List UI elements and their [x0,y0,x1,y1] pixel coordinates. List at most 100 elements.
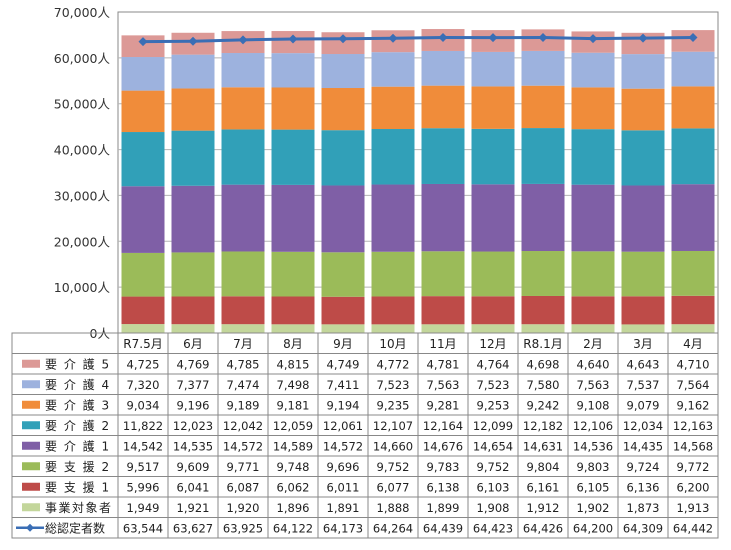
data-label: 7,563 [427,378,460,392]
total-line-marker [538,33,548,43]
data-label: 14,535 [173,439,213,453]
data-label: 9,772 [677,460,710,474]
bar-segment-3 [171,185,215,253]
data-label: 1,902 [577,501,610,515]
data-label: 1,896 [277,501,310,515]
data-label: 11,822 [123,419,163,433]
data-label: 12,107 [373,419,413,433]
bar-segment-1 [671,295,715,325]
bar-segment-4 [271,129,315,185]
bar-segment-2 [521,251,565,296]
bar-segment-4 [221,129,265,185]
bar-segment-2 [571,251,615,297]
data-label: 7,498 [277,378,310,392]
data-label: 9,771 [227,460,260,474]
x-tick-label: 9月 [333,337,353,351]
bar-segment-1 [571,296,615,325]
data-label: 4,643 [627,357,660,371]
bar-segment-6 [621,54,665,89]
bar-segment-6 [171,54,215,89]
legend-swatch [22,359,40,368]
bar-segment-3 [621,185,665,252]
total-line [142,35,694,44]
data-label: 6,136 [627,480,660,494]
legend-swatch [22,503,40,512]
legend-swatch [22,380,40,389]
data-label: 1,920 [227,501,260,515]
data-label: 1,921 [177,501,210,515]
data-label: 6,161 [527,480,560,494]
series-name: 要 介 護 5 [45,356,111,371]
bar-segment-3 [271,184,315,252]
data-label: 9,181 [277,398,310,412]
bar-segment-0 [421,324,465,333]
bar-segment-4 [121,132,165,187]
bar-segment-0 [371,324,415,333]
data-label: 14,654 [473,439,513,453]
data-label: 7,377 [177,378,210,392]
data-label: 12,034 [623,419,663,433]
bar-segment-1 [121,296,165,325]
data-label: 1,899 [427,501,460,515]
bar-segment-6 [671,51,715,87]
data-label: 6,077 [377,480,410,494]
bar-segment-1 [321,296,365,325]
data-label: 14,589 [273,439,313,453]
bar-segment-6 [121,57,165,91]
y-tick-label: 40,000人 [54,143,111,158]
series-name: 要 支 援 1 [45,480,111,494]
data-label: 9,517 [127,460,160,474]
data-label: 6,062 [277,480,310,494]
data-label: 6,087 [227,480,260,494]
bar-segment-2 [471,251,515,297]
total-label: 64,309 [623,521,663,535]
bar-segment-5 [571,87,615,130]
bar-segment-3 [521,183,565,252]
bar-segment-4 [321,130,365,186]
bar-segment-5 [271,87,315,130]
bar-segment-4 [371,129,415,185]
total-line-marker [388,33,398,43]
total-label: 64,200 [573,521,613,535]
bar-segment-0 [621,324,665,333]
data-label: 14,568 [673,439,713,453]
data-label: 14,572 [323,439,363,453]
legend-line-marker [26,523,34,532]
total-line-marker [238,35,248,45]
x-tick-label: 2月 [583,337,603,351]
data-label: 1,873 [627,501,660,515]
data-label: 14,542 [123,439,163,453]
data-label: 7,580 [527,378,560,392]
bar-segment-0 [221,324,265,333]
data-label: 4,769 [177,357,210,371]
bar-segment-0 [521,324,565,333]
data-label: 9,783 [427,460,460,474]
total-line-marker [288,34,298,44]
data-table: R7.5月 6月 7月 8月 9月 10月 11月 12月 R8.1月 2月 3月 4月要 介 護 5… [11,332,719,539]
data-label: 14,676 [423,439,463,453]
bar-segment-4 [521,128,565,184]
bar-segment-1 [521,295,565,325]
line-series-name: 総認定者数 [45,520,105,535]
y-tick-label: 60,000人 [54,51,111,66]
bar-segment-5 [521,85,565,129]
bar-segment-1 [421,296,465,325]
bar-segment-2 [271,251,315,297]
data-label: 14,435 [623,439,663,453]
bar-segment-0 [571,324,615,333]
bar-segment-4 [421,128,465,184]
data-label: 9,194 [327,398,360,412]
data-label: 9,162 [677,398,710,412]
bar-segment-2 [671,250,715,296]
bar-segment-5 [221,87,265,130]
bar-segment-5 [421,85,465,129]
bar-segment-3 [471,184,515,252]
total-line-marker [588,34,598,44]
x-tick-label: 4月 [683,337,703,351]
data-label: 4,640 [577,357,610,371]
data-label: 12,163 [673,419,713,433]
data-label: 4,781 [427,357,460,371]
legend-swatch [22,462,40,471]
legend-swatch [22,482,40,491]
data-label: 9,079 [627,398,660,412]
